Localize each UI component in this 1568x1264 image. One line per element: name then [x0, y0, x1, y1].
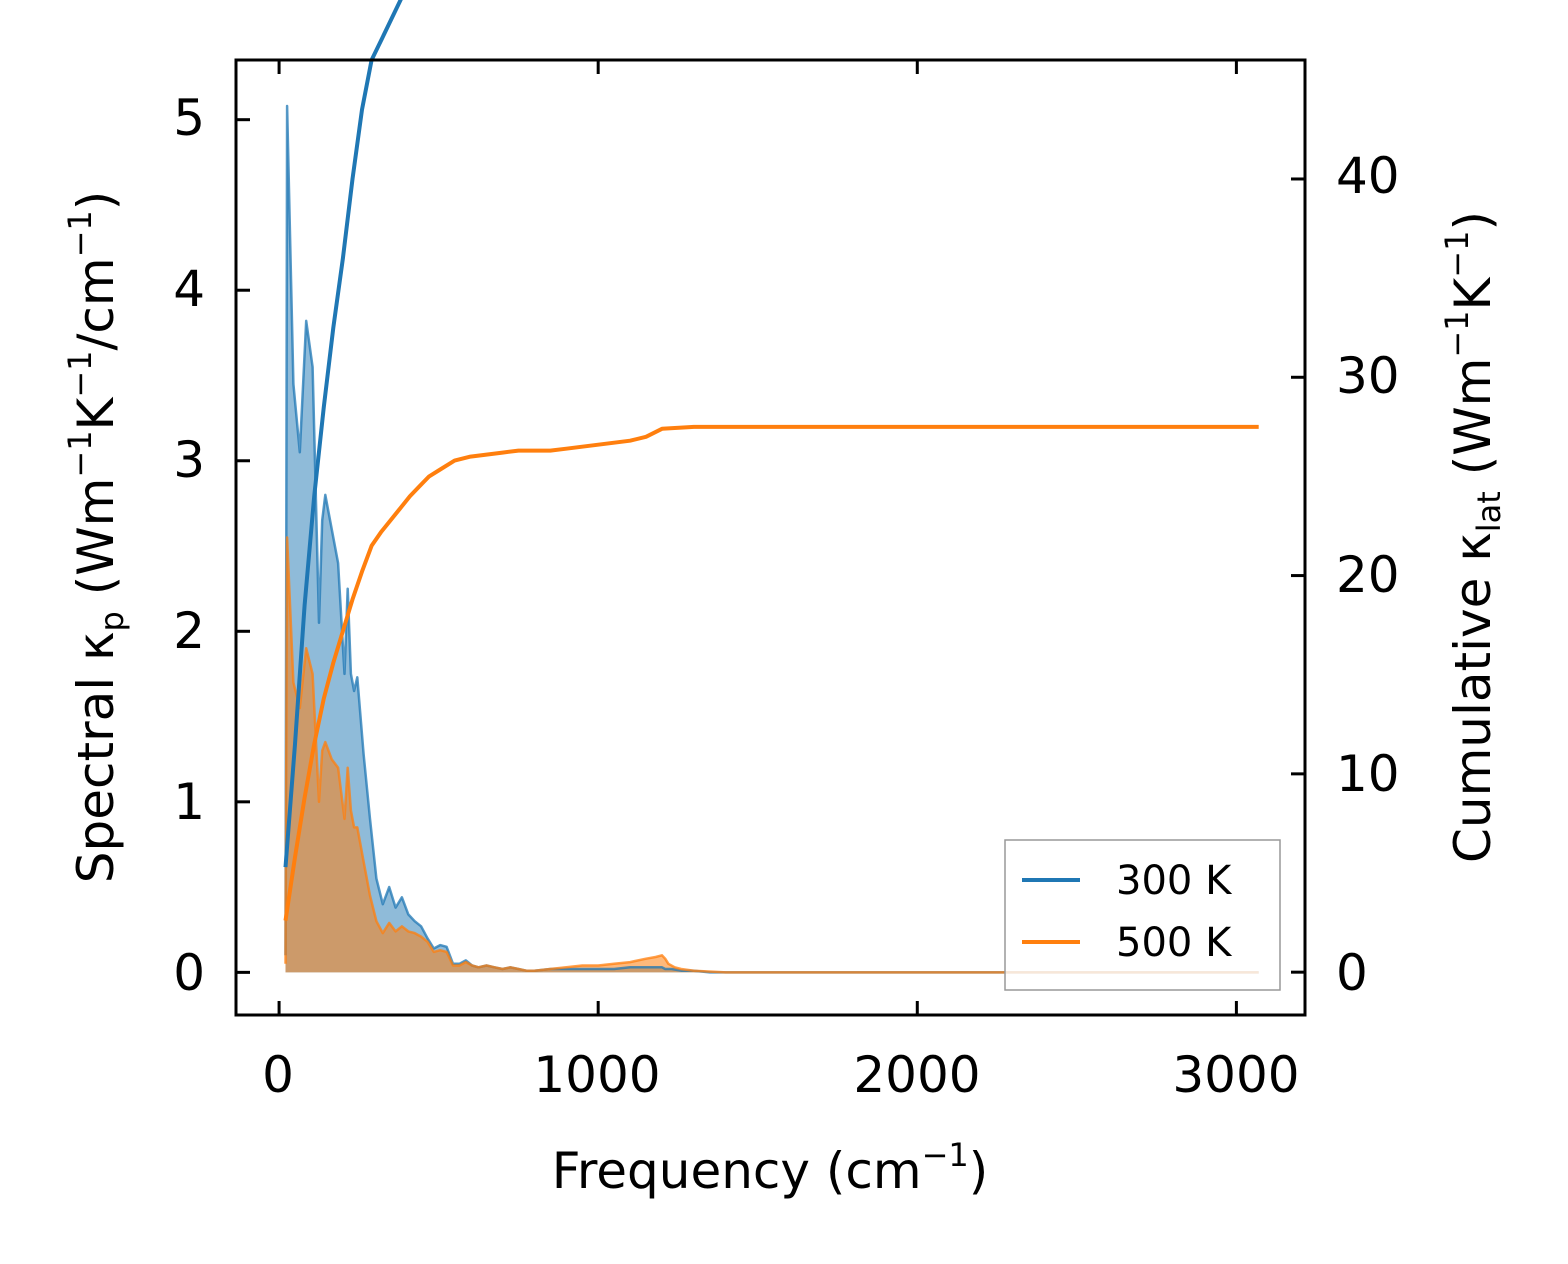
y-left-tick-label-5: 5 [173, 89, 205, 147]
spectral-lines [284, 104, 1259, 974]
x-tick-labels: 0 1000 2000 3000 [262, 1046, 1300, 1104]
y-right-tick-label-4: 40 [1336, 147, 1400, 205]
spectral-line-300k [284, 104, 1259, 974]
legend-box [1004, 839, 1281, 991]
cumulative-line-300k [283, 0, 403, 868]
y-left-tick-label-1: 1 [173, 773, 205, 831]
cumulative-line-500k [283, 424, 1259, 921]
y-left-tick-label-0: 0 [173, 944, 205, 1002]
tick-marks [236, 60, 1305, 1015]
x-tick-label-3: 3000 [1172, 1046, 1299, 1104]
y-right-tick-label-1: 10 [1336, 745, 1400, 803]
legend-label-300k: 300 K [1116, 858, 1233, 904]
spectral-line-500k [284, 536, 1259, 974]
plot-frame [234, 58, 1307, 1017]
y-axis-title-right: Cumulative κlat (Wm−1K−1) [1438, 211, 1508, 863]
y-left-tick-label-3: 3 [173, 431, 205, 489]
y-right-tick-labels: 0 10 20 30 40 [1336, 147, 1400, 1002]
x-tick-label-2: 2000 [853, 1046, 980, 1104]
y-right-tick-label-0: 0 [1336, 944, 1368, 1002]
x-axis-title: Frequency (cm−1) [552, 1136, 989, 1200]
y-left-tick-labels: 0 1 2 3 4 5 [173, 89, 205, 1002]
y-left-tick-label-4: 4 [173, 260, 205, 318]
legend-label-500k: 500 K [1116, 920, 1233, 966]
cumulative-lines [283, 0, 1259, 921]
y-left-tick-label-2: 2 [173, 602, 205, 660]
legend: 300 K 500 K [1004, 839, 1281, 991]
y-right-tick-label-3: 30 [1336, 347, 1400, 405]
x-tick-label-1: 1000 [533, 1046, 660, 1104]
y-right-tick-label-2: 20 [1336, 546, 1400, 604]
y-axis-title-left: Spectral κp (Wm−1K−1/cm−1) [61, 191, 131, 884]
x-tick-label-0: 0 [262, 1046, 294, 1104]
